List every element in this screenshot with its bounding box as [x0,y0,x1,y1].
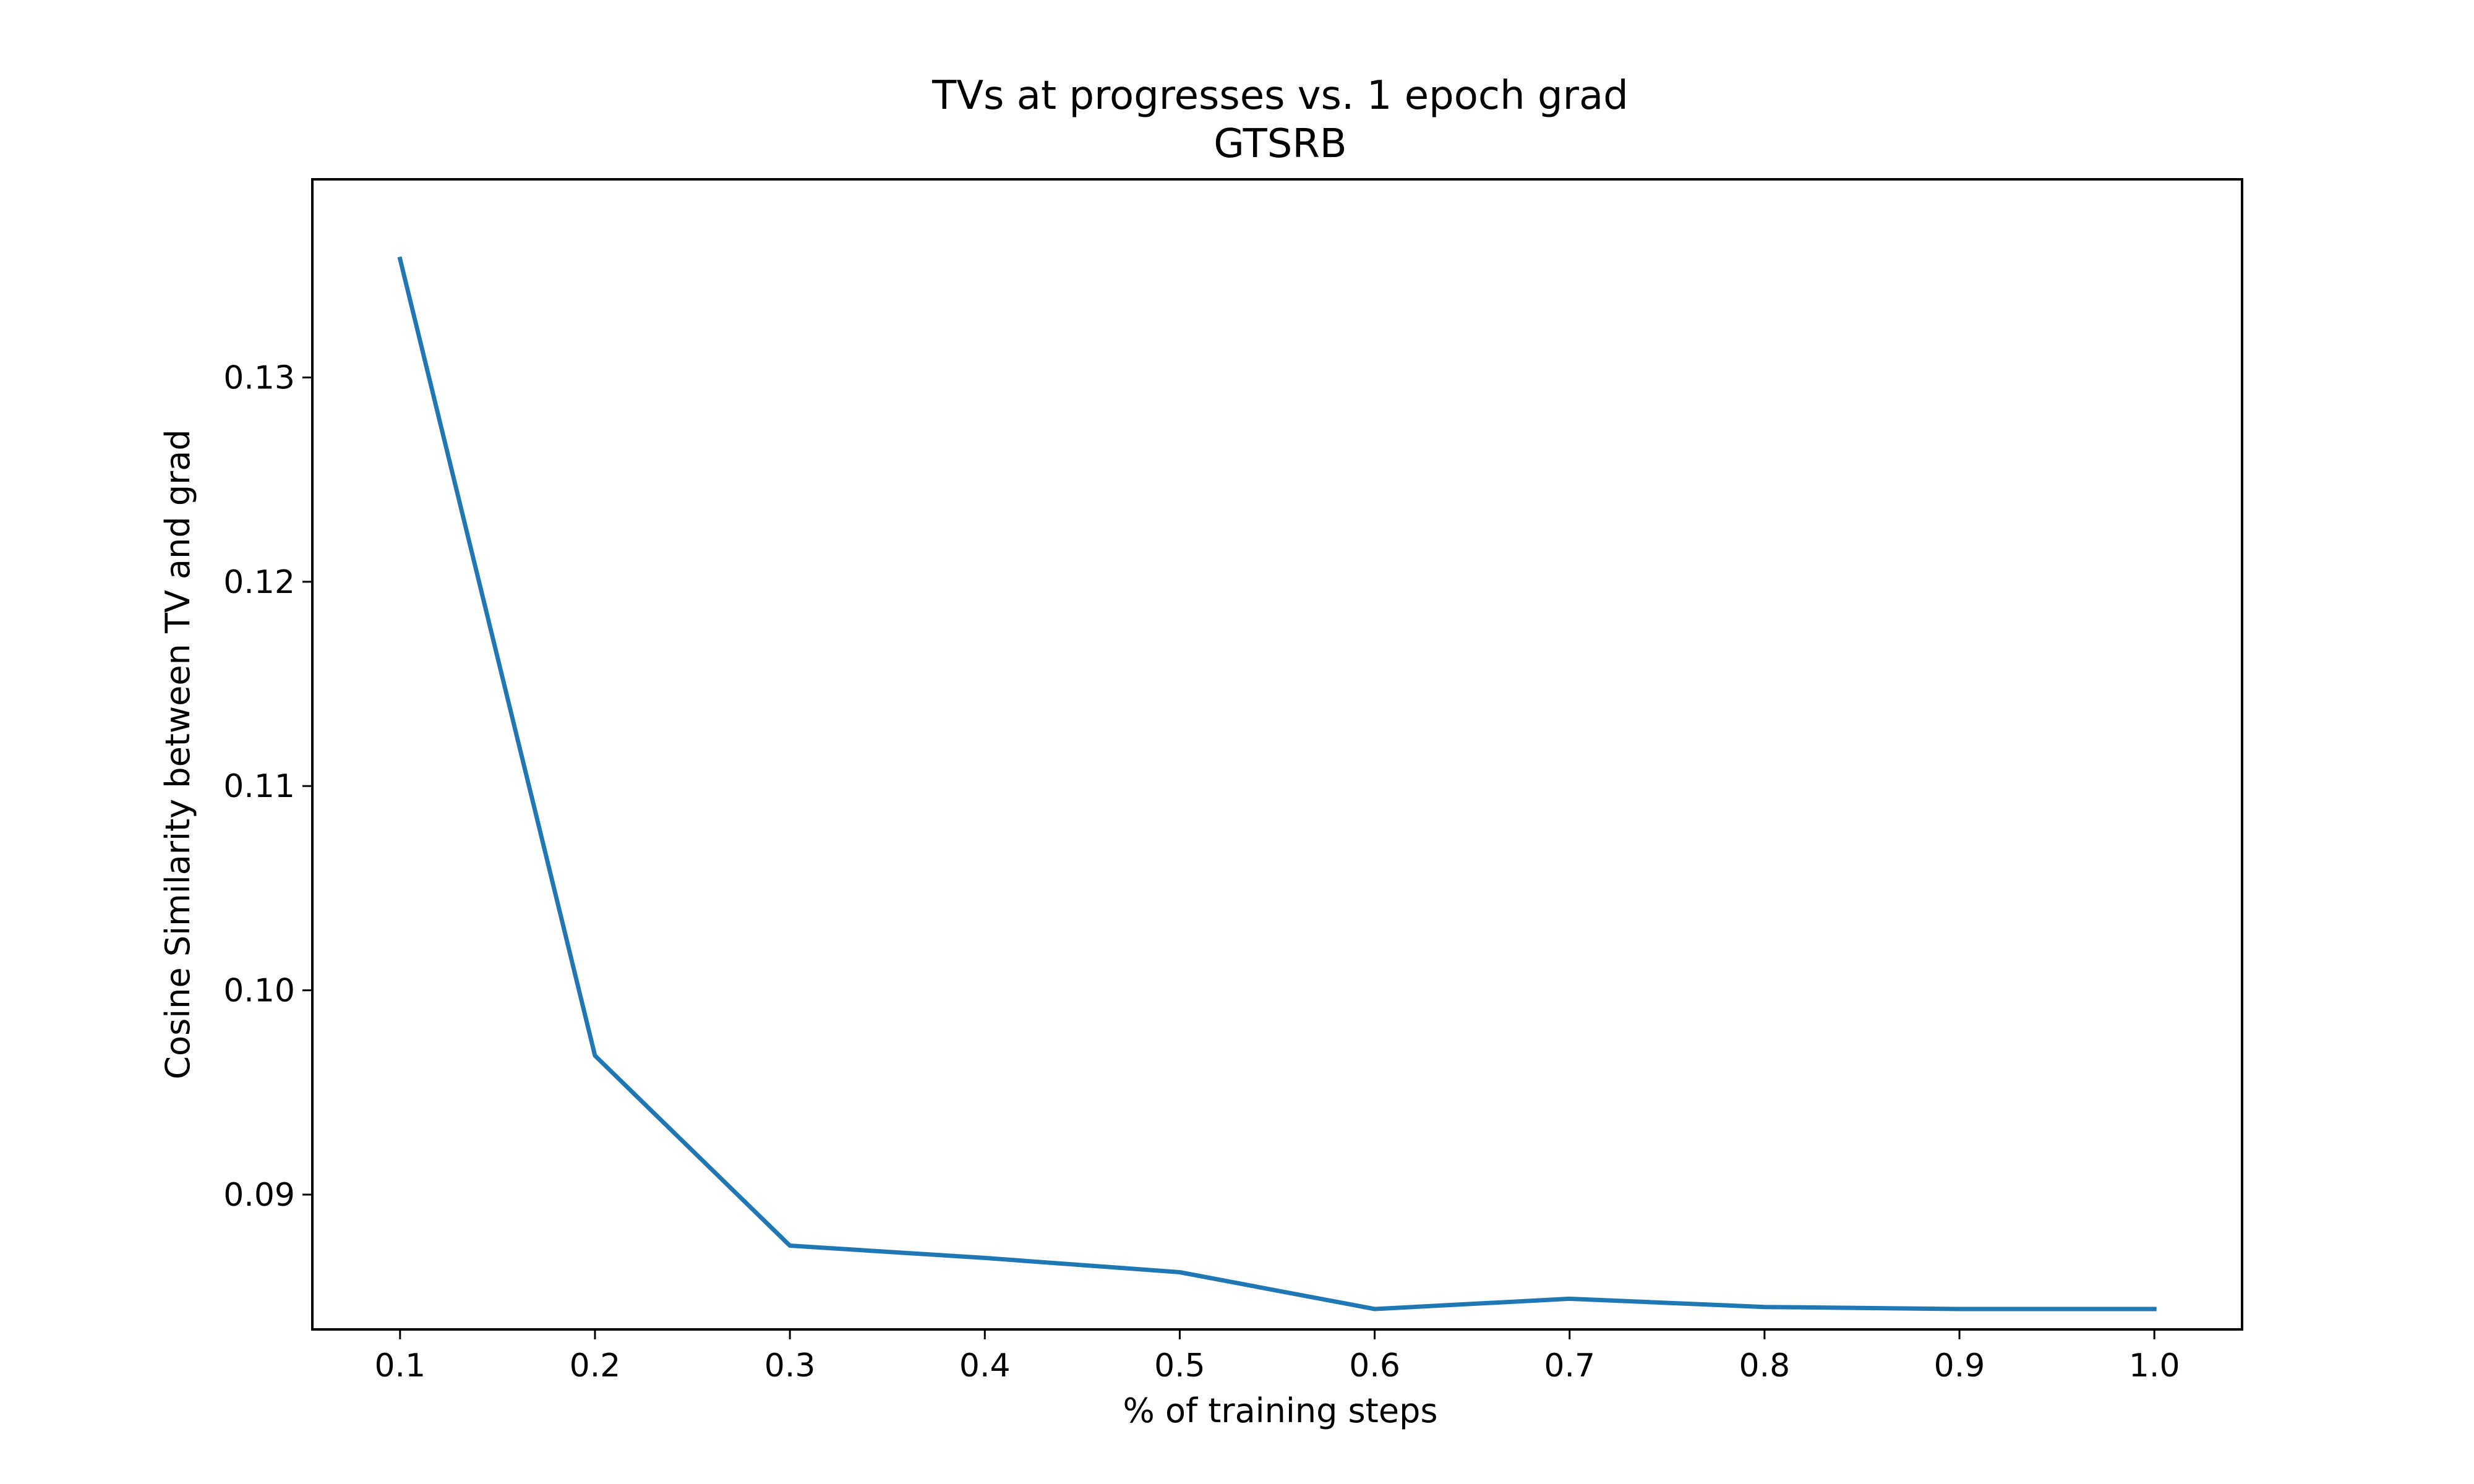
data-point [1959,1309,1960,1310]
x-axis-label: % of training steps [1123,1391,1438,1430]
y-tick-label: 0.10 [223,973,295,1010]
data-point [1569,1298,1570,1299]
x-tick-label: 0.4 [959,1347,1011,1384]
x-tick-label: 0.3 [764,1347,816,1384]
x-tick-label: 0.5 [1154,1347,1205,1384]
y-tick-label: 0.11 [223,768,295,805]
y-tick-label: 0.13 [223,359,295,396]
chart-title: TVs at progresses vs. 1 epoch grad [931,73,1629,119]
y-tick-label: 0.12 [223,564,295,601]
x-tick-label: 0.2 [570,1347,621,1384]
data-point [595,1055,596,1056]
data-point [1374,1309,1375,1310]
data-point [2154,1309,2155,1310]
x-tick-label: 0.8 [1739,1347,1791,1384]
x-tick-label: 0.9 [1934,1347,1985,1384]
data-point [1179,1272,1180,1273]
y-tick-label: 0.09 [223,1177,295,1214]
plot-frame [311,178,2243,1331]
series-line-1 [397,256,2157,1311]
x-tick-label: 0.7 [1544,1347,1595,1384]
chart-subtitle: GTSRB [1213,121,1346,167]
y-axis-label: Cosine Similarity between TV and grad [158,429,197,1079]
plot-area: 0.1 0.2 0.3 0.4 0.5 0.6 0.7 0.8 0.9 1.0 0.09 0.10 0.… [223,178,2243,1384]
x-tick-label: 0.1 [374,1347,426,1384]
x-tick-label: 0.6 [1349,1347,1400,1384]
x-tick-label: 1.0 [2129,1347,2180,1384]
